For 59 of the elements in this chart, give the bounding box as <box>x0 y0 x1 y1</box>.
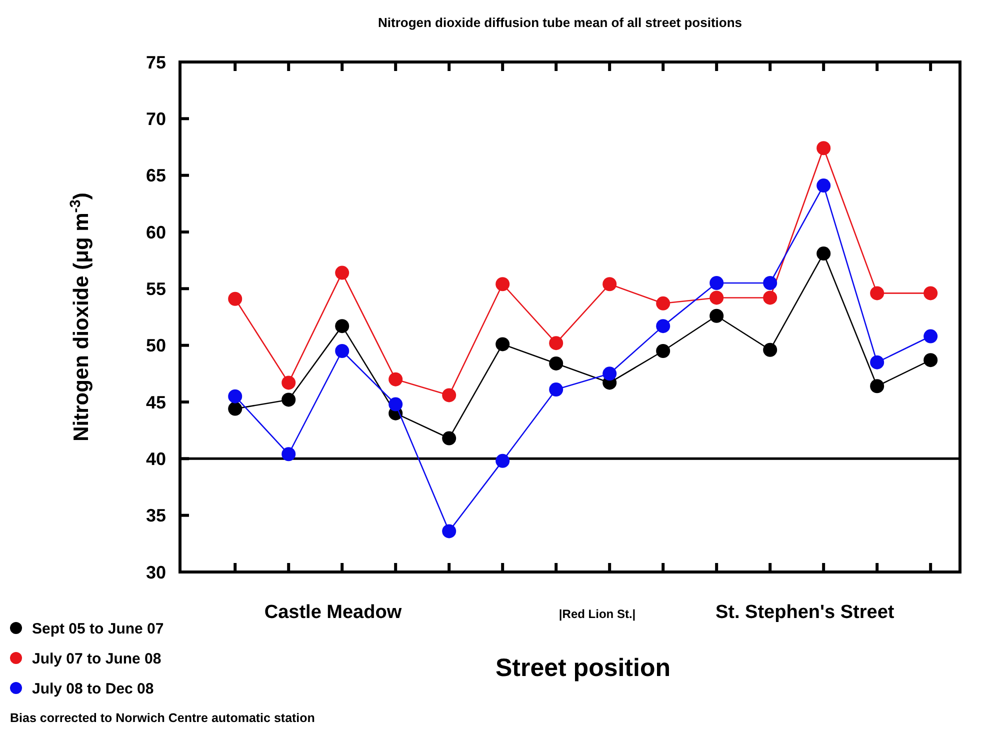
point <box>924 286 938 300</box>
point <box>870 286 884 300</box>
point <box>710 290 724 305</box>
point <box>335 344 350 358</box>
point <box>335 319 350 334</box>
y-tick-label: 30 <box>146 562 166 582</box>
y-tick-label: 40 <box>146 448 166 469</box>
point <box>924 329 938 344</box>
chart-title: Nitrogen dioxide diffusion tube mean of all street positions <box>378 15 742 30</box>
point <box>282 447 296 462</box>
y-tick-label: 35 <box>146 506 166 526</box>
y-tick-label: 60 <box>146 222 166 242</box>
point <box>816 246 831 261</box>
point <box>442 388 456 402</box>
legend-label: July 08 to Dec 08 <box>32 680 154 698</box>
point <box>816 141 831 156</box>
y-tick-label: 45 <box>146 392 166 412</box>
point <box>656 319 670 334</box>
point <box>496 337 510 352</box>
text: Bias corrected to Norwich Centre automatic station <box>10 711 315 725</box>
y-tick-label: 55 <box>146 278 166 299</box>
point <box>710 308 724 323</box>
point <box>549 336 564 350</box>
point <box>763 342 778 357</box>
point <box>602 277 617 292</box>
point <box>335 266 350 280</box>
point <box>816 178 831 193</box>
y-tick-label: 70 <box>146 108 166 129</box>
legend-label: Sept 05 to June 07 <box>32 620 164 638</box>
point <box>763 290 778 305</box>
point <box>763 276 778 290</box>
y-tick-label: 65 <box>146 166 166 186</box>
point <box>282 376 296 390</box>
point <box>549 382 564 397</box>
point <box>388 372 403 386</box>
point <box>388 397 403 412</box>
point <box>924 353 938 368</box>
point <box>602 366 617 381</box>
text: St. Stephen's Street <box>715 602 895 623</box>
point <box>549 356 564 370</box>
point <box>496 277 510 292</box>
y-tick-label: 50 <box>146 336 166 356</box>
point <box>870 379 884 394</box>
x-axis-title: Street position <box>495 654 671 682</box>
point <box>282 392 296 407</box>
point <box>496 454 510 468</box>
point <box>870 355 884 370</box>
point <box>442 524 456 538</box>
point <box>228 389 242 404</box>
point <box>228 292 242 306</box>
point <box>228 402 242 416</box>
point <box>656 296 670 310</box>
legend-label: July 07 to June 08 <box>32 650 162 668</box>
y-tick-label: 75 <box>146 52 166 72</box>
text: |Red Lion St.| <box>558 607 636 621</box>
point <box>710 276 724 290</box>
text: Castle Meadow <box>264 602 402 623</box>
point <box>442 431 456 446</box>
point <box>656 344 670 358</box>
